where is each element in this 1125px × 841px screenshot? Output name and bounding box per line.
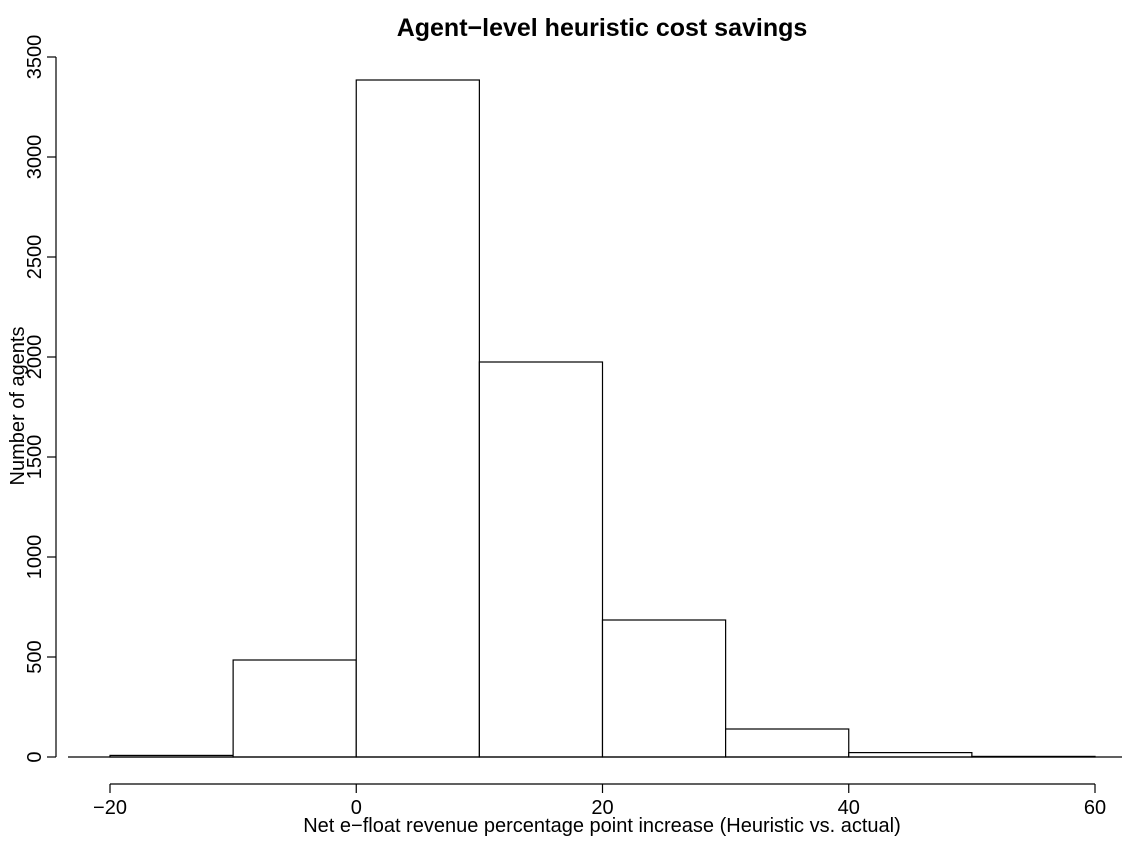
x-axis: −20 0 20 40 60: [93, 783, 1106, 819]
y-tick-label: 3500: [24, 35, 46, 80]
histogram-bars: [109, 79, 1096, 758]
histogram-bar: [725, 728, 850, 758]
y-tick-label: 500: [24, 640, 46, 673]
chart-title: Agent−level heuristic cost savings: [397, 14, 808, 42]
y-tick-label: 2000: [24, 335, 46, 380]
histogram-bar: [478, 361, 604, 758]
y-tick-label: 3000: [24, 135, 46, 180]
y-tick-label: 0: [24, 751, 46, 762]
y-tick-label: 2500: [24, 235, 46, 280]
y-tick-label: 1000: [24, 535, 46, 580]
x-axis-label: Net e−float revenue percentage point inc…: [303, 815, 901, 837]
y-axis: 0 500 1000 1500 2000 2500 3000 3500: [24, 35, 57, 763]
x-tick-label: 0: [351, 797, 362, 819]
x-tick-label: 60: [1084, 797, 1106, 819]
histogram-bar: [601, 619, 727, 758]
y-tick-label: 1500: [24, 435, 46, 480]
y-axis-label: Number of agents: [7, 327, 29, 486]
histogram-bar: [355, 79, 480, 758]
histogram-bar: [848, 751, 973, 758]
histogram-bar: [232, 659, 357, 758]
x-tick-label: 40: [838, 797, 860, 819]
x-tick-label: 20: [591, 797, 613, 819]
x-tick-label: −20: [93, 797, 127, 819]
